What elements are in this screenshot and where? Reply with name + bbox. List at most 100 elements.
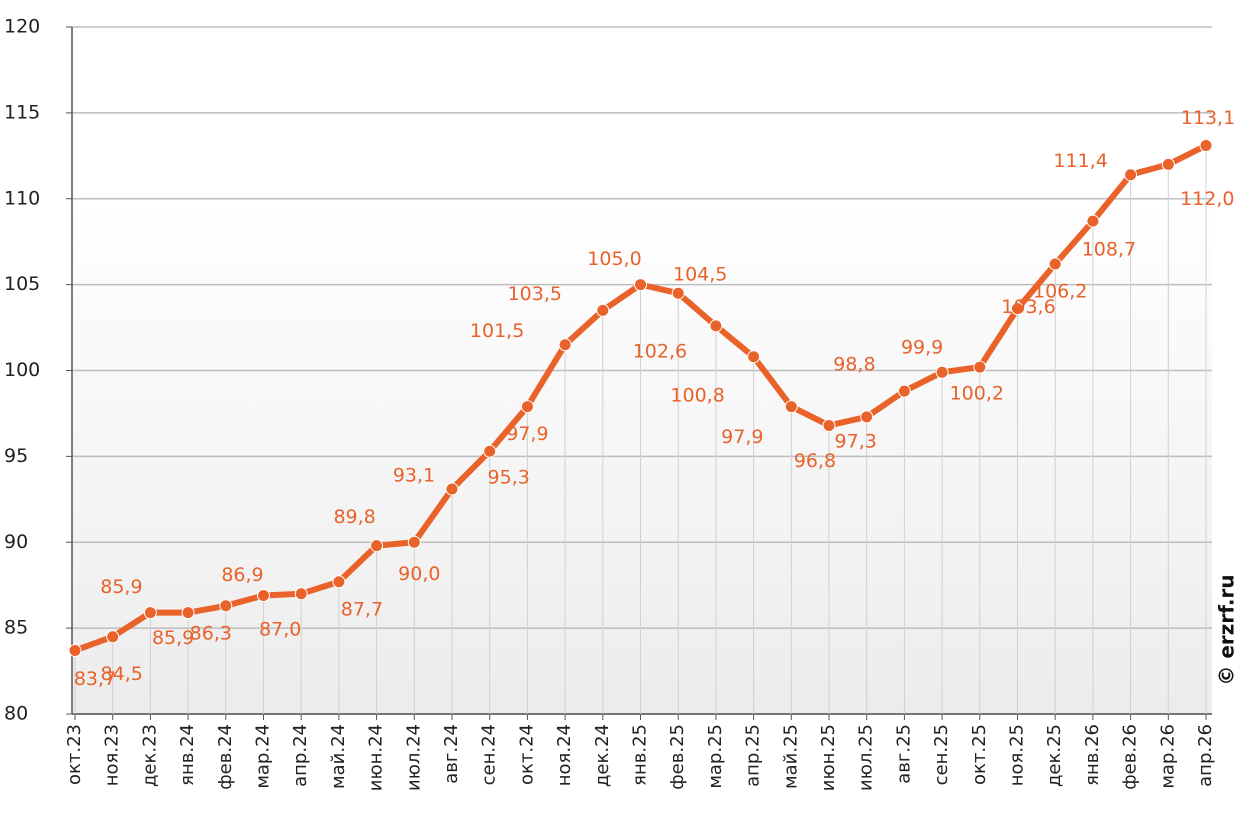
x-tick-label: окт.24 bbox=[516, 724, 537, 785]
y-tick-label: 80 bbox=[4, 703, 28, 725]
point bbox=[408, 536, 420, 548]
point bbox=[748, 351, 760, 363]
point bbox=[597, 304, 609, 316]
point bbox=[1087, 215, 1099, 227]
value-label: 112,0 bbox=[1180, 188, 1234, 210]
x-tick-label: окт.25 bbox=[969, 724, 990, 785]
y-tick-label: 105 bbox=[4, 273, 40, 295]
x-tick-label: янв.26 bbox=[1082, 724, 1103, 786]
value-label: 86,3 bbox=[190, 622, 232, 644]
x-tick-label: дек.24 bbox=[592, 724, 613, 787]
x-tick-label: июл.24 bbox=[403, 724, 424, 791]
x-tick-label: мар.24 bbox=[253, 724, 274, 789]
point bbox=[144, 607, 156, 619]
point bbox=[635, 279, 647, 291]
value-label: 104,5 bbox=[673, 264, 727, 286]
point bbox=[823, 419, 835, 431]
value-label: 103,5 bbox=[508, 283, 562, 305]
x-tick-label: сен.25 bbox=[931, 724, 952, 785]
point bbox=[1162, 158, 1174, 170]
point bbox=[446, 483, 458, 495]
x-tick-label: дек.23 bbox=[139, 724, 160, 787]
point bbox=[521, 401, 533, 413]
point bbox=[220, 600, 232, 612]
x-tick-label: авг.25 bbox=[893, 724, 914, 784]
point bbox=[559, 339, 571, 351]
x-tick-label: фев.24 bbox=[215, 724, 236, 790]
y-tick-label: 110 bbox=[4, 187, 40, 209]
y-tick-label: 120 bbox=[4, 16, 40, 38]
value-label: 106,2 bbox=[1033, 281, 1087, 303]
point bbox=[371, 540, 383, 552]
point bbox=[1049, 258, 1061, 270]
value-label: 97,9 bbox=[506, 423, 548, 445]
value-label: 99,9 bbox=[901, 337, 943, 359]
x-tick-label: фев.26 bbox=[1120, 724, 1141, 790]
point bbox=[936, 366, 948, 378]
value-label: 87,7 bbox=[341, 598, 383, 620]
point bbox=[1200, 140, 1212, 152]
x-tick-label: мар.26 bbox=[1157, 724, 1178, 789]
y-tick-label: 85 bbox=[4, 617, 28, 639]
point bbox=[1125, 169, 1137, 181]
y-tick-label: 100 bbox=[4, 359, 40, 381]
value-label: 101,5 bbox=[470, 320, 524, 342]
x-tick-label: окт.23 bbox=[64, 724, 85, 785]
point bbox=[974, 361, 986, 373]
value-label: 95,3 bbox=[488, 467, 530, 489]
value-label: 111,4 bbox=[1053, 150, 1107, 172]
value-label: 96,8 bbox=[794, 450, 836, 472]
x-tick-label: июн.24 bbox=[366, 724, 387, 791]
x-tick-label: мар.25 bbox=[705, 724, 726, 789]
value-label: 105,0 bbox=[587, 248, 641, 270]
x-tick-label: авг.24 bbox=[441, 724, 462, 784]
y-tick-label: 95 bbox=[4, 445, 28, 467]
value-label: 89,8 bbox=[333, 506, 375, 528]
value-label: 85,9 bbox=[152, 627, 194, 649]
point bbox=[69, 644, 81, 656]
point bbox=[898, 385, 910, 397]
value-label: 90,0 bbox=[398, 563, 440, 585]
x-tick-label: апр.25 bbox=[743, 724, 764, 787]
point bbox=[484, 445, 496, 457]
x-tick-label: дек.25 bbox=[1044, 724, 1065, 787]
x-tick-label: июл.25 bbox=[856, 724, 877, 791]
value-label: 102,6 bbox=[633, 340, 687, 362]
point bbox=[295, 588, 307, 600]
value-label: 84,5 bbox=[101, 663, 143, 685]
value-label: 97,3 bbox=[835, 430, 877, 452]
point bbox=[182, 607, 194, 619]
value-label: 86,9 bbox=[221, 564, 263, 586]
point bbox=[333, 576, 345, 588]
value-label: 93,1 bbox=[393, 465, 435, 487]
value-label: 108,7 bbox=[1082, 239, 1136, 261]
point bbox=[107, 631, 119, 643]
y-tick-label: 90 bbox=[4, 531, 28, 553]
value-label: 100,2 bbox=[950, 383, 1004, 405]
point bbox=[861, 411, 873, 423]
value-label: 100,8 bbox=[670, 384, 724, 406]
x-tick-label: сен.24 bbox=[479, 724, 500, 785]
x-tick-label: ноя.23 bbox=[102, 724, 123, 786]
value-label: 87,0 bbox=[259, 618, 301, 640]
x-tick-label: апр.24 bbox=[290, 724, 311, 787]
x-tick-label: фев.25 bbox=[667, 724, 688, 790]
x-tick-label: янв.25 bbox=[630, 724, 651, 786]
value-label: 113,1 bbox=[1181, 107, 1234, 129]
point bbox=[710, 320, 722, 332]
point bbox=[258, 589, 270, 601]
point bbox=[785, 401, 797, 413]
point bbox=[672, 287, 684, 299]
value-label: 97,9 bbox=[721, 426, 763, 448]
watermark: © erzrf.ru bbox=[1215, 574, 1234, 685]
x-tick-label: ноя.25 bbox=[1007, 724, 1028, 786]
value-label: 98,8 bbox=[833, 354, 875, 376]
value-label: 85,9 bbox=[100, 576, 142, 598]
x-tick-label: май.25 bbox=[780, 724, 801, 789]
x-tick-label: янв.24 bbox=[177, 724, 198, 786]
x-tick-label: ноя.24 bbox=[554, 724, 575, 786]
x-tick-label: июн.25 bbox=[818, 724, 839, 791]
x-tick-label: апр.26 bbox=[1195, 724, 1216, 787]
x-tick-label: май.24 bbox=[328, 724, 349, 789]
